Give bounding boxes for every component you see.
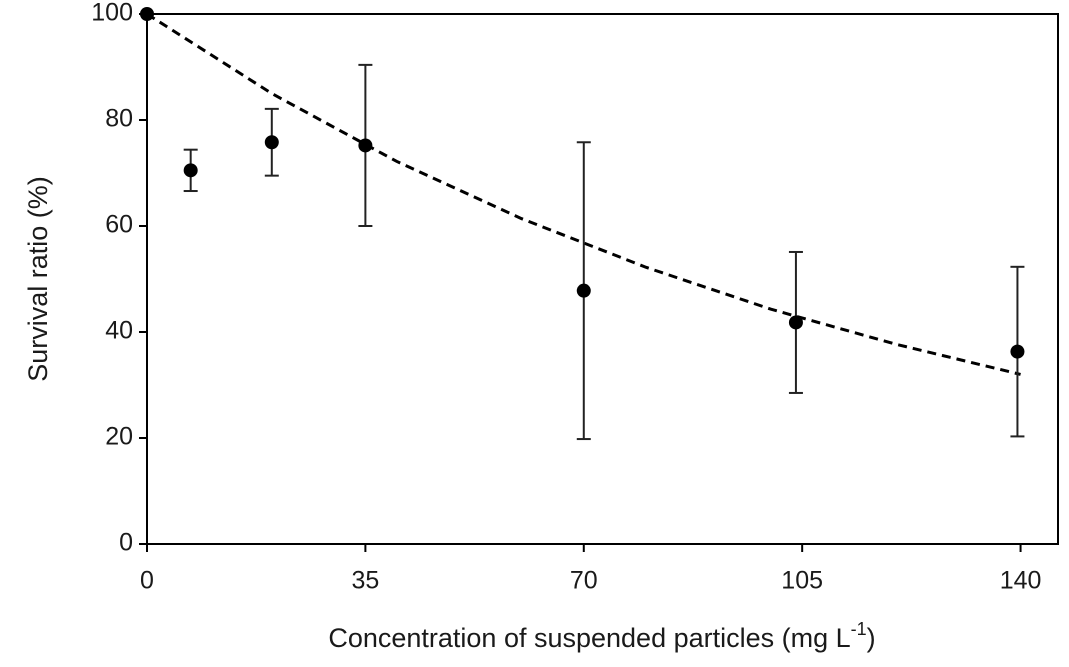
data-point (183, 163, 198, 178)
plot-frame (146, 13, 1059, 545)
y-tick-label: 20 (105, 423, 133, 451)
x-axis-label-text: Concentration of suspended particles (mg… (328, 623, 850, 653)
data-point (788, 315, 803, 330)
fit-line (146, 12, 1021, 376)
y-axis-label: Survival ratio (%) (23, 176, 53, 382)
y-tick-label: 100 (91, 0, 133, 27)
x-axis-label: Concentration of suspended particles (mg… (328, 619, 875, 653)
y-tick-label: 0 (119, 529, 133, 557)
data-point (140, 7, 154, 21)
x-axis-label-suffix: ) (867, 623, 876, 653)
data-point (264, 135, 279, 150)
x-tick-label: 105 (781, 567, 823, 595)
data-point (1010, 344, 1025, 359)
x-tick-label: 70 (570, 567, 598, 595)
data-point (576, 283, 591, 298)
x-tick-label: 35 (351, 567, 379, 595)
y-tick-label: 80 (105, 105, 133, 133)
y-tick-label: 60 (105, 211, 133, 239)
x-tick-label: 140 (1000, 567, 1042, 595)
y-tick-label: 40 (105, 317, 133, 345)
x-axis-label-superscript: -1 (851, 619, 867, 639)
x-tick-label: 0 (140, 567, 154, 595)
data-point (358, 138, 373, 153)
